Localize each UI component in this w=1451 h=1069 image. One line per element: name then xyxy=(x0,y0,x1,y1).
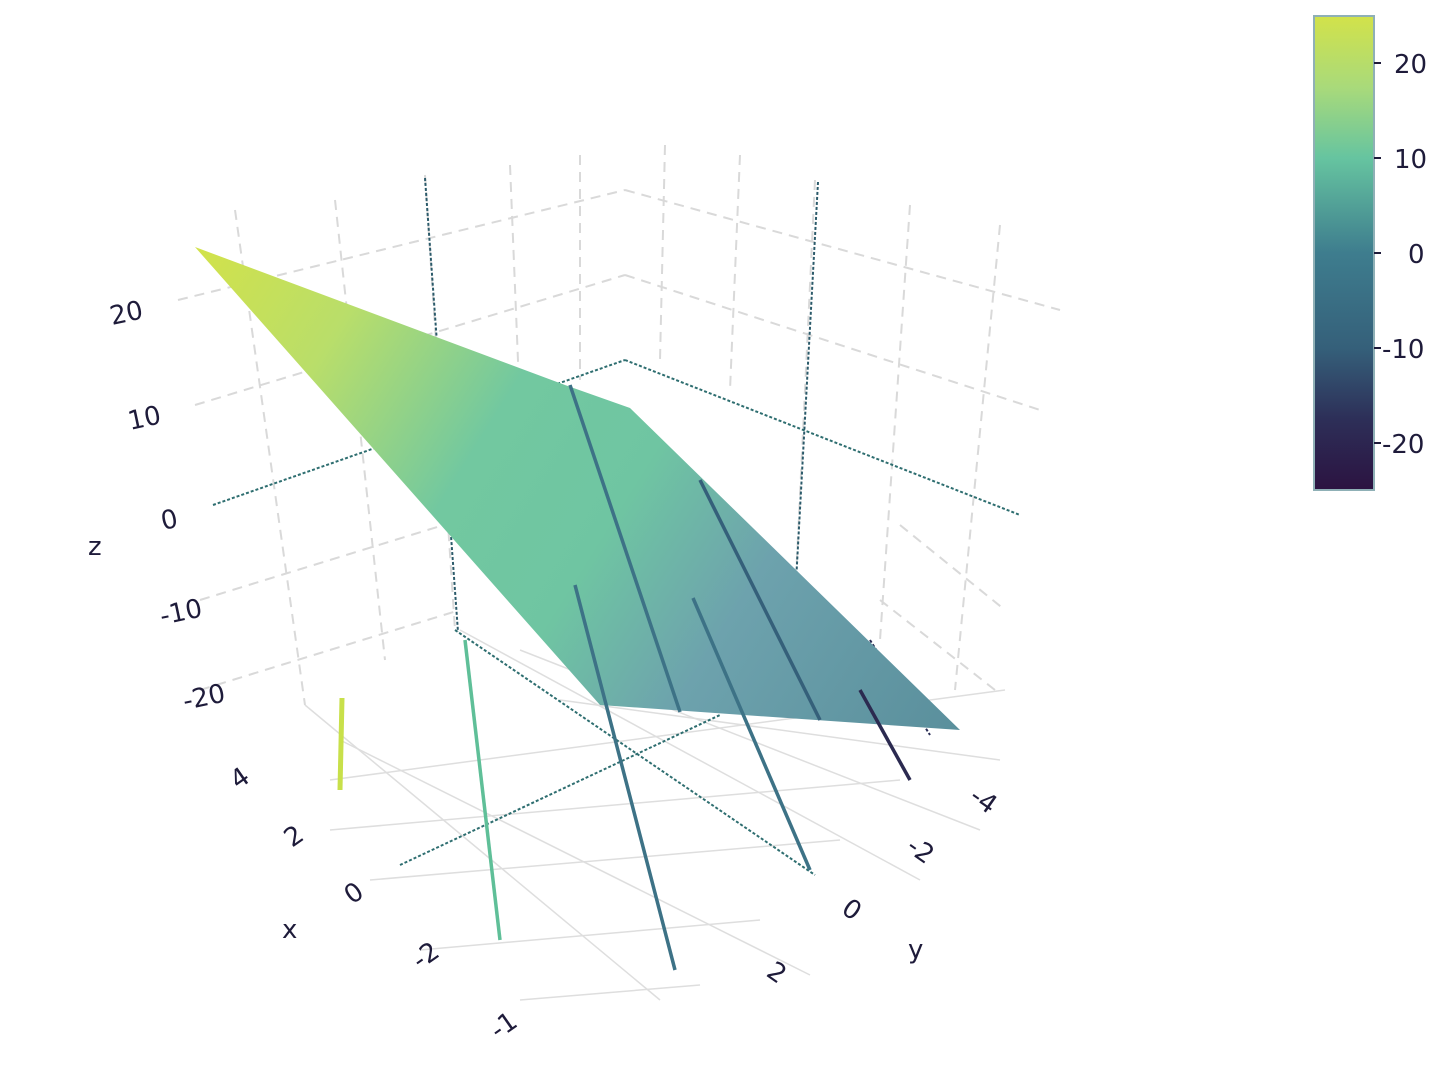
x-tick-label: 0 xyxy=(339,877,370,911)
y-tick-label: 2 xyxy=(761,956,792,990)
colorbar-gradient xyxy=(1313,15,1375,491)
x-tick-label: 4 xyxy=(225,762,256,796)
y-axis-title: y xyxy=(908,935,923,965)
x-tick-label: -1 xyxy=(485,1006,523,1045)
z-tick-label: 0 xyxy=(158,504,180,537)
y-tick-label: 0 xyxy=(836,893,867,927)
surface-plane xyxy=(195,247,960,730)
colorbar-tick-label: -20 xyxy=(1382,430,1424,460)
colorbar-tick-label: -10 xyxy=(1382,335,1424,365)
z-axis: 20 10 0 -10 -20 z xyxy=(88,296,228,717)
colorbar-tick-label: 10 xyxy=(1394,145,1427,175)
z-tick-label: 20 xyxy=(107,296,146,332)
z-tick-label: -10 xyxy=(157,594,205,632)
colorbar: 20 10 0 -10 -20 xyxy=(1313,15,1427,491)
x-axis-title: x xyxy=(282,915,297,945)
colorbar-tick-label: 20 xyxy=(1394,50,1427,80)
x-axis: 4 2 0 -2 -1 x xyxy=(225,762,523,1046)
surface-contours xyxy=(337,384,912,971)
colorbar-tick-label: 0 xyxy=(1408,240,1425,270)
z-tick-label: -20 xyxy=(180,679,228,717)
z-axis-title: z xyxy=(88,532,102,562)
x-tick-label: -2 xyxy=(407,936,445,975)
y-tick-label: -4 xyxy=(964,781,1002,820)
x-tick-label: 2 xyxy=(279,820,310,854)
z-tick-label: 10 xyxy=(125,401,164,437)
y-tick-label: -2 xyxy=(901,831,939,870)
